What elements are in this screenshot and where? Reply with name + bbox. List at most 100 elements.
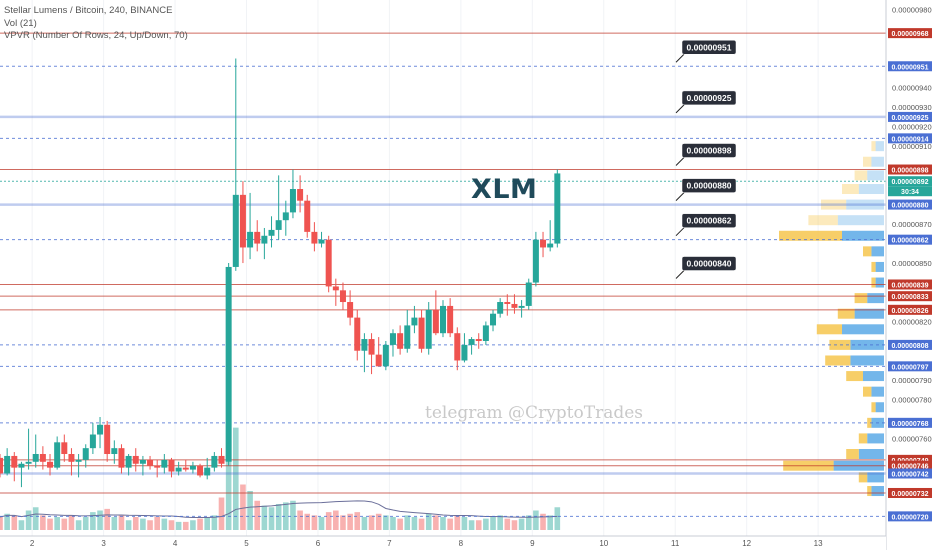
candle-body <box>354 317 361 351</box>
price-axis-badge-label: 0.00000768 <box>892 421 929 428</box>
vpvr-bar-up <box>875 402 884 413</box>
candle-body <box>154 465 161 468</box>
telegram-watermark: telegram @CryptoTrades <box>425 403 644 423</box>
candle-body <box>425 309 432 349</box>
time-tick-label: 10 <box>599 539 608 548</box>
price-tick-label: 0.00000910 <box>892 142 932 151</box>
time-tick-label: 12 <box>742 539 751 548</box>
time-tick-label: 9 <box>530 539 535 548</box>
volume-bar <box>168 520 175 530</box>
price-axis-badge <box>888 133 932 144</box>
vpvr-bar-up <box>842 230 884 241</box>
price-tick-label: 0.00000930 <box>892 103 932 112</box>
vpvr-bar-down <box>846 371 863 382</box>
volume-bar <box>11 515 18 530</box>
horizontal-levels <box>0 32 886 517</box>
candle-body <box>239 194 246 248</box>
candle-body <box>268 229 275 236</box>
volume-bar <box>283 502 289 530</box>
callout-box <box>681 143 737 158</box>
volume-bar <box>404 515 411 530</box>
volume-bar <box>261 505 268 530</box>
price-axis-badge-label: 0.00000951 <box>892 64 929 71</box>
volume-bar <box>90 512 96 530</box>
volume-bar <box>497 515 503 530</box>
volume-bar <box>175 521 182 530</box>
vpvr-bar-down <box>816 324 842 335</box>
callout-label: 0.00000951 <box>687 42 732 52</box>
candle-body <box>511 303 518 308</box>
price-tick-label: 0.00000850 <box>892 259 932 268</box>
callout-label: 0.00000880 <box>687 181 732 191</box>
candle-body <box>540 239 547 248</box>
price-axis-badge <box>888 111 932 122</box>
vol-indicator-label[interactable]: Vol (21) <box>4 17 37 29</box>
price-axis-badge-label: 0.00000898 <box>892 168 929 175</box>
price-tick-label: 0.00000780 <box>892 395 932 404</box>
price-tick-label: 0.00000980 <box>892 6 932 15</box>
vpvr-bar-down <box>871 141 876 152</box>
volume-bar <box>225 461 232 530</box>
price-axis-badge <box>888 511 932 522</box>
candle-body <box>104 424 111 455</box>
price-axis-badge-label: 0.00000839 <box>892 282 929 289</box>
time-tick-label: 2 <box>30 539 35 548</box>
symbol-title[interactable]: Stellar Lumens / Bitcoin, 240, BINANCE <box>4 5 173 16</box>
candle-body <box>132 455 139 464</box>
vpvr-bar-up <box>858 184 884 195</box>
time-axis: 2 3 4 5 6 7 8 9 10 11 12 13 <box>0 535 886 550</box>
vpvr-indicator-label[interactable]: VPVR (Number Of Rows, 24, Up/Down, 70) <box>4 30 188 41</box>
volume-bar <box>361 517 368 530</box>
vpvr-bar-up <box>850 339 884 350</box>
price-axis-badge <box>888 417 932 428</box>
candle-body <box>111 448 118 455</box>
volume-bar <box>254 500 261 530</box>
price-axis-badge-label: 0.00000720 <box>892 514 929 521</box>
volume-bar <box>4 513 10 530</box>
price-callouts: 0.00000951 0.00000925 0.00000898 0.00000880… <box>675 40 737 279</box>
candle-body <box>32 454 39 462</box>
volume-bar <box>47 518 53 530</box>
price-axis-badge-label: 0.00000892 <box>892 179 929 186</box>
countdown-label: 30:34 <box>901 189 919 196</box>
volume-bar <box>182 521 189 530</box>
candle-body <box>497 302 504 314</box>
callout-label: 0.00000925 <box>687 93 732 103</box>
vpvr-bar-up <box>867 293 884 304</box>
price-axis: 0.000009800.000009500.000009400.00000930… <box>885 0 932 550</box>
price-tick-label: 0.00000790 <box>892 376 932 385</box>
candle-body <box>475 339 482 341</box>
candle-body <box>325 239 332 287</box>
volume-bar <box>118 515 125 530</box>
price-axis-badge <box>888 61 932 72</box>
candle-body <box>504 302 511 304</box>
price-axis-badge-label: 0.00000808 <box>892 343 929 350</box>
time-tick-label: 11 <box>671 539 680 548</box>
price-axis-badge <box>888 460 932 471</box>
candle-body <box>382 344 389 367</box>
candle-body <box>261 235 268 244</box>
price-axis-badge-label: 0.00000862 <box>892 238 929 245</box>
candle-body <box>411 317 418 326</box>
chart-legend: Stellar Lumens / Bitcoin, 240, BINANCE V… <box>4 5 188 43</box>
volume-bar <box>383 515 389 530</box>
candle-body <box>361 339 368 351</box>
candle-body <box>18 463 25 468</box>
candle-body <box>389 333 396 345</box>
candle-body <box>168 459 175 472</box>
volume-bar <box>511 520 518 530</box>
candle-body <box>147 459 154 466</box>
time-tick-label: 7 <box>387 539 392 548</box>
volume-bar <box>304 513 311 530</box>
vpvr-bar-down <box>825 355 851 366</box>
candle-body <box>118 448 125 468</box>
vpvr-bar-down <box>829 339 851 350</box>
vpvr-bar-down <box>821 199 847 210</box>
vpvr-bar-up <box>871 486 884 497</box>
vpvr-bar-down <box>854 293 868 304</box>
price-axis-badge <box>888 279 932 290</box>
price-axis-badge-label: 0.00000797 <box>892 364 929 371</box>
candle-body <box>454 333 461 361</box>
price-axis-badge <box>888 304 932 315</box>
